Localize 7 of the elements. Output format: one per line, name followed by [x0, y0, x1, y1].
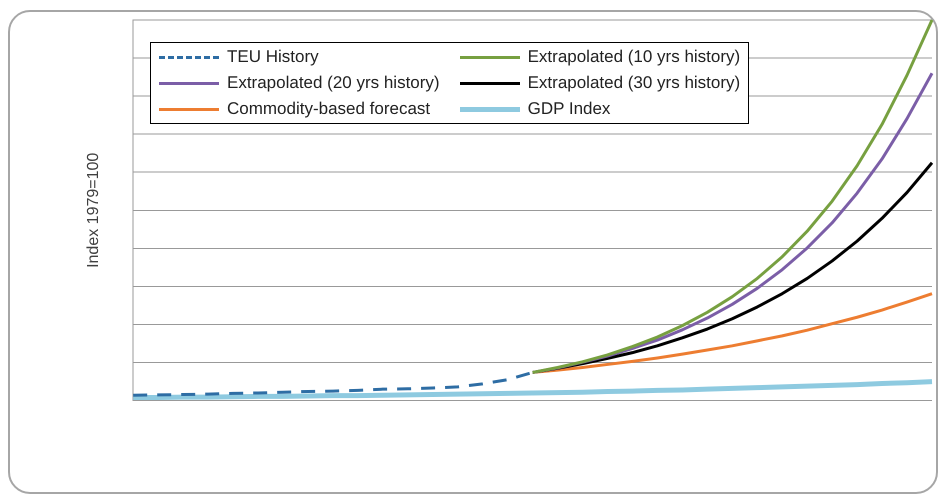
legend-label: Extrapolated (10 yrs history)	[528, 47, 740, 67]
legend-label: Extrapolated (30 yrs history)	[528, 73, 740, 93]
legend-label: TEU History	[227, 47, 319, 67]
legend-label: Commodity-based forecast	[227, 99, 430, 119]
legend-label: GDP Index	[528, 99, 610, 119]
legend-label: Extrapolated (20 yrs history)	[227, 73, 440, 93]
y-axis-title: Index 1979=100	[85, 152, 102, 268]
